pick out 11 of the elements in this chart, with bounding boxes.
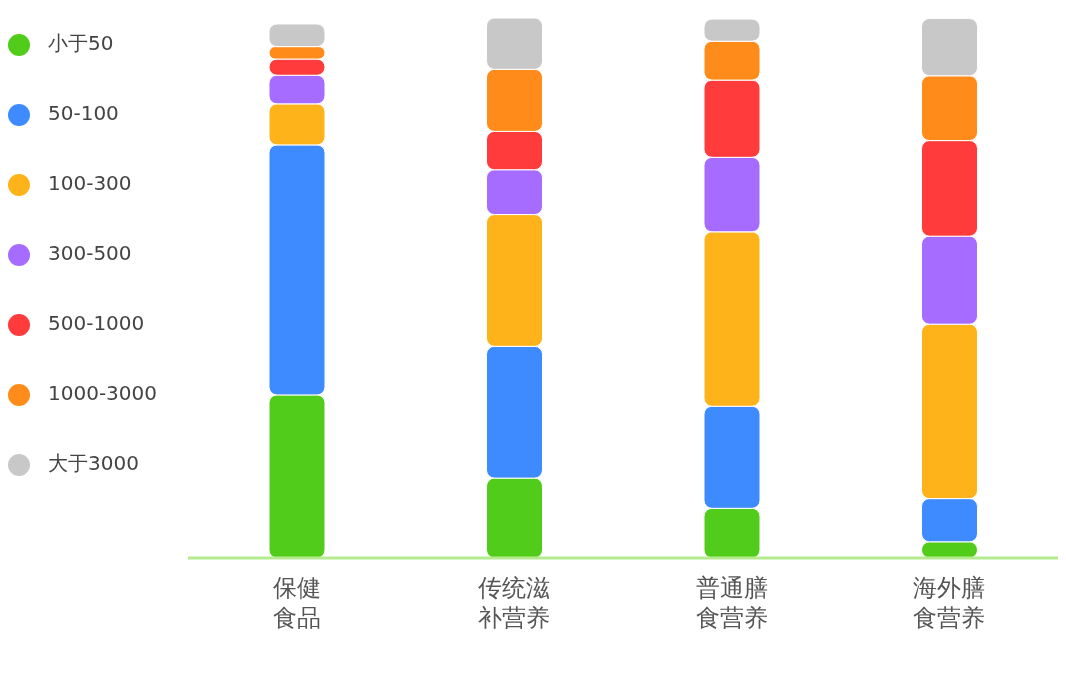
x-tick-label: 海外膳食营养 [913,574,986,632]
legend-label: 大于3000 [48,451,139,475]
legend-label: 300-500 [48,241,132,265]
legend-label: 500-1000 [48,311,145,335]
legend-label: 100-300 [48,171,132,195]
legend-label: 小于50 [48,31,114,55]
legend-label: 1000-3000 [48,381,158,405]
legend-label: 50-100 [48,101,119,125]
x-tick-label: 传统滋补营养 [478,574,551,632]
x-tick-label: 保健食品 [272,574,321,632]
x-tick-label: 普通膳食营养 [695,574,768,632]
